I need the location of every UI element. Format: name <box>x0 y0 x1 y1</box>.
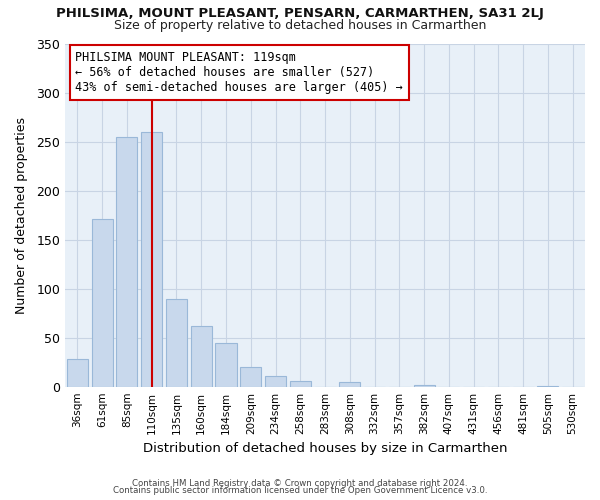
Bar <box>265 376 286 386</box>
Bar <box>290 381 311 386</box>
Bar <box>67 360 88 386</box>
Text: Contains public sector information licensed under the Open Government Licence v3: Contains public sector information licen… <box>113 486 487 495</box>
Bar <box>92 220 113 386</box>
Bar <box>166 298 187 386</box>
Bar <box>215 342 236 386</box>
Text: Size of property relative to detached houses in Carmarthen: Size of property relative to detached ho… <box>114 18 486 32</box>
Text: Contains HM Land Registry data © Crown copyright and database right 2024.: Contains HM Land Registry data © Crown c… <box>132 478 468 488</box>
Text: PHILSIMA MOUNT PLEASANT: 119sqm
← 56% of detached houses are smaller (527)
43% o: PHILSIMA MOUNT PLEASANT: 119sqm ← 56% of… <box>76 51 403 94</box>
Y-axis label: Number of detached properties: Number of detached properties <box>15 117 28 314</box>
Bar <box>240 367 261 386</box>
Bar <box>339 382 361 386</box>
Bar <box>141 132 162 386</box>
Bar <box>191 326 212 386</box>
Text: PHILSIMA, MOUNT PLEASANT, PENSARN, CARMARTHEN, SA31 2LJ: PHILSIMA, MOUNT PLEASANT, PENSARN, CARMA… <box>56 8 544 20</box>
X-axis label: Distribution of detached houses by size in Carmarthen: Distribution of detached houses by size … <box>143 442 507 455</box>
Bar <box>413 384 434 386</box>
Bar <box>116 137 137 386</box>
